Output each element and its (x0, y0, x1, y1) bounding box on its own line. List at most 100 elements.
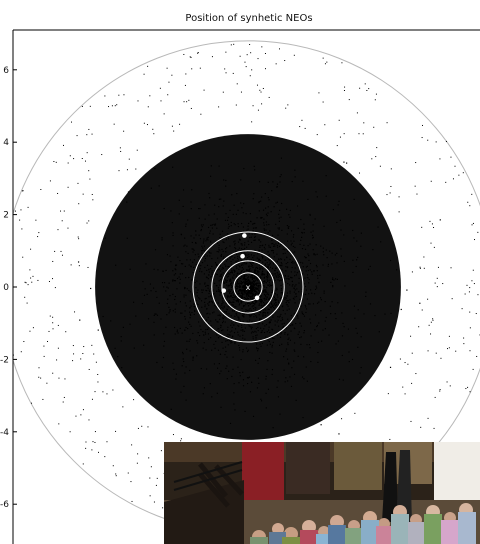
neo-point (222, 91, 224, 93)
neo-point (285, 107, 287, 109)
neo-point (84, 160, 86, 162)
neo-point (211, 56, 213, 58)
neo-point (49, 315, 51, 317)
neo-point (123, 130, 125, 132)
neo-point (404, 393, 406, 395)
neo-point (43, 355, 45, 357)
neo-point (463, 343, 465, 345)
neo-point (190, 56, 192, 58)
neo-point (106, 441, 108, 443)
neo-point (399, 358, 401, 360)
neo-point (390, 168, 392, 170)
neo-point (225, 72, 227, 74)
neo-point (67, 186, 69, 188)
neo-point (415, 162, 417, 164)
neo-point (62, 144, 64, 146)
neo-point (25, 282, 27, 284)
neo-point (252, 105, 254, 107)
neo-point (322, 101, 324, 103)
neo-point (411, 382, 413, 384)
neo-point (78, 203, 80, 205)
neo-point (85, 441, 87, 443)
neo-point (11, 226, 12, 227)
neo-point (362, 133, 364, 135)
neo-point (398, 211, 400, 213)
neo-point (427, 298, 429, 300)
neo-point (343, 89, 345, 91)
neo-point (183, 101, 185, 103)
neo-point (427, 350, 429, 352)
neo-point (112, 465, 114, 467)
neo-point (75, 415, 77, 417)
neo-point (469, 327, 471, 329)
neo-point (162, 507, 164, 509)
planet-marker (254, 295, 260, 301)
neo-point (48, 280, 50, 282)
y-axis-tick-label: -4 (0, 428, 9, 438)
neo-point (343, 133, 345, 135)
neo-point (101, 154, 103, 156)
neo-point (467, 386, 469, 388)
neo-point (257, 109, 259, 111)
neo-point (261, 46, 263, 48)
neo-point (88, 170, 90, 172)
neo-point (114, 105, 116, 107)
neo-point (389, 438, 391, 440)
neo-point (466, 284, 468, 286)
neo-point (27, 206, 29, 208)
neo-point (160, 100, 162, 102)
planet-orbit (233, 272, 263, 302)
neo-point (32, 275, 34, 277)
neo-point (136, 149, 138, 151)
neo-point (29, 330, 31, 332)
neo-point (104, 456, 106, 458)
neo-point (7, 274, 8, 275)
neo-point (92, 441, 94, 443)
neo-point (402, 386, 404, 388)
neo-point (462, 172, 464, 174)
neo-point (70, 264, 72, 266)
neo-point (89, 178, 91, 180)
neo-point (449, 385, 451, 387)
neo-point (38, 232, 40, 234)
neo-point (52, 322, 54, 324)
neo-point (82, 409, 84, 411)
neo-point (199, 67, 201, 69)
neo-point (410, 420, 412, 422)
neo-point (40, 377, 42, 379)
y-axis-tick-label: -2 (0, 355, 9, 365)
neo-point (123, 94, 125, 96)
neo-point (452, 178, 454, 180)
neo-point (476, 355, 478, 357)
neo-point (398, 196, 400, 198)
neo-point (469, 350, 471, 352)
neo-point (91, 398, 93, 400)
neo-point (262, 87, 264, 89)
neo-point (420, 426, 422, 428)
neo-point (53, 161, 55, 163)
neo-point (133, 399, 135, 401)
neo-point (404, 362, 406, 364)
neo-point (149, 495, 151, 497)
neo-point (20, 351, 22, 353)
neo-point (168, 81, 170, 83)
neo-point (54, 287, 56, 289)
neo-point (90, 287, 92, 290)
neo-point (225, 51, 227, 53)
neo-point (30, 248, 32, 250)
neo-point (293, 54, 295, 56)
neo-point (118, 170, 120, 172)
neo-point (58, 423, 60, 425)
neo-point (148, 457, 150, 459)
neo-point (467, 201, 469, 203)
neo-point (171, 125, 173, 127)
neo-point (97, 373, 99, 375)
neo-point (419, 267, 421, 269)
neo-point (147, 65, 149, 67)
neo-point (115, 475, 117, 477)
neo-point (88, 368, 90, 370)
neo-point (339, 136, 341, 138)
neo-point (469, 391, 471, 393)
neo-point (155, 484, 157, 486)
